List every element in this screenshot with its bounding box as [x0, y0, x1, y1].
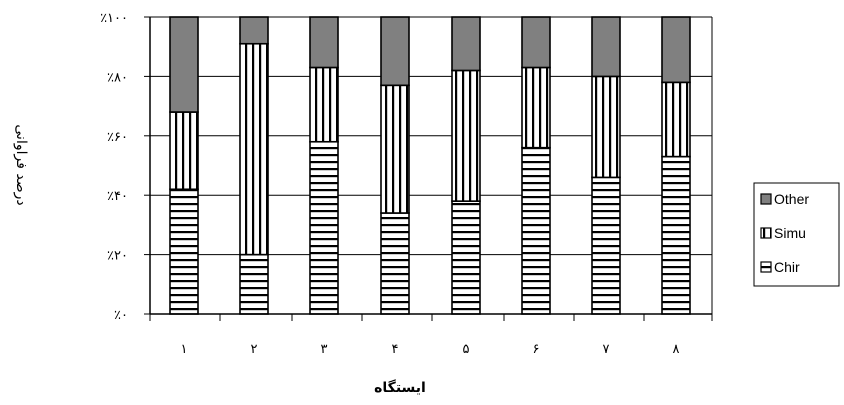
- x-tick-label: ٨: [673, 342, 680, 357]
- y-tick-label: ٪۲۰: [107, 249, 128, 264]
- bar-segment-other: [451, 16, 481, 72]
- bars-group: [169, 16, 691, 315]
- bar-segment-chir: [309, 140, 339, 315]
- x-tick-label: ٢: [251, 342, 258, 357]
- bar-segment-chir: [380, 212, 410, 315]
- axes: [144, 16, 713, 321]
- bar-segment-simu: [661, 81, 691, 158]
- bar-segment-simu: [169, 111, 199, 191]
- x-tick-label: ١: [181, 342, 188, 357]
- bar-segment-chir: [591, 176, 621, 315]
- x-tick-label: ۵: [463, 342, 470, 357]
- legend: Other Simu Chir: [753, 182, 840, 287]
- legend-label-other: Other: [774, 191, 809, 207]
- bar-segment-other: [521, 16, 551, 69]
- bar-segment-simu: [521, 66, 551, 149]
- x-axis-title: ایستگاه: [374, 379, 426, 396]
- x-tick-label: ۴: [392, 342, 399, 357]
- y-axis-title: درصد فراوانی: [13, 124, 29, 205]
- y-tick-label: ٪۶۰: [107, 130, 128, 145]
- legend-swatch-chir: [760, 261, 772, 273]
- x-tick-labels: ١ ٢ ٣ ۴ ۵ ۶ ٧ ٨: [181, 342, 680, 357]
- bar-segment-other: [661, 16, 691, 84]
- bar-segment-chir: [239, 253, 269, 315]
- y-tick-label: ٪۴۰: [107, 189, 128, 204]
- legend-label-chir: Chir: [774, 259, 800, 275]
- y-tick-label: ٪۰: [114, 308, 128, 323]
- bar-segment-simu: [451, 69, 481, 202]
- legend-swatch-simu: [760, 227, 772, 239]
- legend-swatch-other: [760, 193, 772, 205]
- bar-segment-simu: [309, 66, 339, 143]
- bar-segment-simu: [380, 84, 410, 214]
- bar-segment-chir: [661, 155, 691, 315]
- y-tick-label: ٪۸۰: [107, 70, 128, 85]
- bar-segment-other: [239, 16, 269, 45]
- x-tick-label: ٣: [321, 342, 328, 357]
- bar-segment-chir: [521, 146, 551, 315]
- bar-segment-other: [169, 16, 199, 113]
- bar-segment-other: [591, 16, 621, 78]
- bar-segment-simu: [239, 42, 269, 256]
- x-tick-label: ۶: [533, 342, 540, 357]
- bar-segment-simu: [591, 75, 621, 179]
- bar-segment-other: [309, 16, 339, 69]
- x-tick-label: ٧: [603, 342, 610, 357]
- y-tick-label: ٪۱۰۰: [100, 11, 128, 26]
- gridlines: [150, 16, 713, 315]
- y-tick-labels: ٪۰ ٪۲۰ ٪۴۰ ٪۶۰ ٪۸۰ ٪۱۰۰: [100, 11, 128, 323]
- bar-segment-chir: [451, 200, 481, 315]
- bar-segment-chir: [169, 188, 199, 315]
- bar-segment-other: [380, 16, 410, 87]
- legend-label-simu: Simu: [774, 225, 806, 241]
